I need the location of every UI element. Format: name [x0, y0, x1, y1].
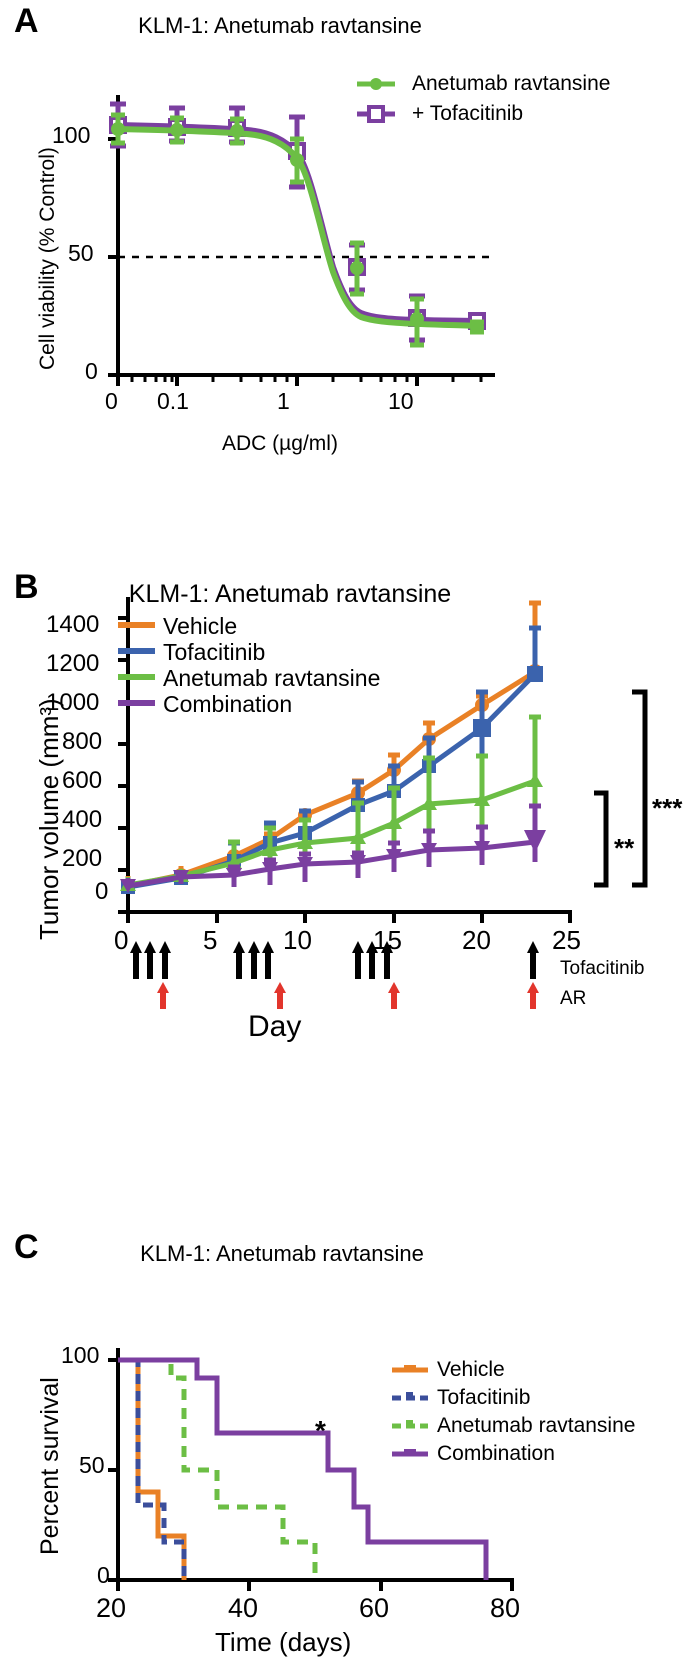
panel-c-xtick-80: 80: [490, 1593, 521, 1623]
panel-b-letter: B: [14, 568, 39, 606]
panel-b-title: KLM-1: Anetumab ravtansine: [70, 580, 510, 608]
panel-a-xtick-01: 0.1: [157, 388, 189, 414]
panel-c-legend-swatch-anetumab: [392, 1420, 428, 1429]
panel-b-sig-1: **: [614, 833, 635, 863]
panel-b-dosing-arrow-legend-ar: [527, 982, 539, 1009]
panel-c-ytick-0: 0: [97, 1562, 110, 1588]
panel-c-legend-swatch-tofacitinib: [392, 1392, 428, 1401]
panel-a-legend-label-0: Anetumab ravtansine: [412, 72, 611, 95]
panel-b-ytick-1400: 1400: [46, 611, 100, 638]
panel-b-series-combination: [120, 803, 546, 893]
panel-b-legend-label-1: Tofacitinib: [163, 639, 266, 665]
panel-b-legend-label-2: Anetumab ravtansine: [163, 665, 381, 691]
panel-b-dosing-label-ar: AR: [560, 988, 587, 1009]
panel-c-xtick-60: 60: [359, 1593, 390, 1623]
panel-a: A KLM-1: Anetumab ravtansine Cell viabil…: [0, 0, 700, 500]
panel-b-xtick-20: 20: [462, 925, 491, 955]
panel-b-ytick-0: 0: [95, 878, 109, 905]
panel-c-xlabel-text: Time (days): [215, 1627, 352, 1657]
panel-c-series-anetumab: [118, 1357, 318, 1580]
panel-c-ytick-50: 50: [79, 1452, 105, 1478]
panel-a-ytick-0: 0: [85, 358, 98, 384]
panel-c-title-text: KLM-1: Anetumab ravtansine: [140, 1241, 424, 1266]
panel-c-legend-swatches: [392, 1365, 428, 1457]
panel-c-series-combination: [118, 1357, 489, 1580]
panel-a-xtick-1: 1: [277, 388, 290, 414]
panel-a-xtick-10: 10: [388, 388, 414, 414]
panel-c-title: KLM-1: Anetumab ravtansine: [72, 1242, 492, 1266]
panel-c-plot: [108, 1348, 514, 1591]
panel-a-ytick-100: 100: [52, 122, 91, 148]
panel-b-legend-label-3: Combination: [163, 691, 293, 717]
panel-b-ytick-1000: 1000: [46, 689, 100, 716]
panel-b-legend-swatches: [118, 622, 155, 706]
panel-a-xlabel: ADC (µg/ml): [222, 432, 338, 456]
panel-a-legend-item-0: [357, 78, 395, 90]
panel-c-series-tofacitinib: [118, 1357, 187, 1580]
panel-b-xtick-25: 25: [552, 925, 581, 955]
panel-b-legend-label-0: Vehicle: [163, 613, 238, 639]
panel-a-title: KLM-1: Anetumab ravtansine: [138, 13, 422, 38]
panel-b-ytick-200: 200: [62, 845, 103, 872]
panel-c-legend-swatch-combination: [392, 1449, 428, 1457]
panel-c-legend-label-1: Tofacitinib: [437, 1386, 531, 1409]
panel-b-dosing-arrow-legend-tofacitinib: [527, 941, 539, 979]
panel-a-legend: [357, 78, 395, 123]
panel-b-dosing-arrows-ar: [157, 982, 539, 1009]
panel-b-ytick-800: 800: [62, 728, 103, 755]
panel-b-dosing-arrows-tofacitinib: [130, 941, 539, 979]
panel-c-xlabel: Time (days): [215, 1627, 351, 1658]
panel-a-ytick-50: 50: [68, 240, 94, 266]
panel-a-xlabel-text: ADC (µg/ml): [222, 432, 338, 455]
panel-b-bracket-3star: [632, 689, 648, 888]
panel-b-dosing-label-tofacitinib: Tofacitinib: [560, 958, 645, 979]
panel-c-xtick-20: 20: [96, 1593, 127, 1623]
panel-a-legend-item-1: [357, 105, 395, 123]
panel-b-title-text: KLM-1: Anetumab ravtansine: [128, 580, 452, 608]
panel-c-legend-label-0: Vehicle: [437, 1358, 505, 1381]
panel-b-ytick-600: 600: [62, 767, 103, 794]
panel-c-legend-label-3: Combination: [437, 1442, 555, 1465]
panel-c-legend-swatch-vehicle: [392, 1365, 428, 1373]
panel-a-plot: [108, 95, 495, 386]
panel-c-series-vehicle: [118, 1357, 187, 1580]
panel-b-xtick-0: 0: [114, 925, 129, 955]
panel-c-ytick-100: 100: [61, 1342, 100, 1368]
panel-b-ytick-400: 400: [62, 806, 103, 833]
panel-c-legend-label-2: Anetumab ravtansine: [437, 1414, 636, 1437]
panel-b-bracket-2star: [594, 790, 609, 888]
panel-a-series-anetumab: [111, 112, 484, 348]
panel-c-letter: C: [14, 1228, 39, 1266]
panel-c: C KLM-1: Anetumab ravtansine Percent sur…: [0, 1130, 700, 1677]
panel-a-xtick-0: 0: [105, 388, 118, 414]
panel-b-xtick-5: 5: [203, 925, 218, 955]
panel-b-sig-0: ***: [652, 793, 683, 823]
panel-b-ytick-1200: 1200: [46, 650, 100, 677]
panel-b-plot: [118, 597, 648, 1009]
panel-a-letter: A: [14, 2, 39, 40]
panel-b-xlabel-text: Day: [248, 1010, 302, 1043]
panel-b: B KLM-1: Anetumab ravtansine Tumor volum…: [0, 540, 700, 1130]
panel-b-xtick-10: 10: [283, 925, 312, 955]
panel-c-xtick-40: 40: [228, 1593, 259, 1623]
panel-b-xlabel: Day: [248, 1010, 301, 1044]
panel-a-legend-label-1: + Tofacitinib: [412, 102, 524, 125]
